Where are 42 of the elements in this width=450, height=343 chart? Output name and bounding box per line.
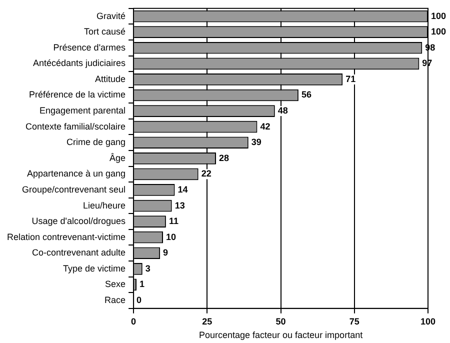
x-tick-label: 50: [276, 316, 286, 326]
data-label: 42: [260, 121, 270, 132]
data-label: 100: [431, 10, 446, 21]
y-tick-label: Contexte familial/scolaire: [26, 121, 126, 132]
x-tick-label: 25: [202, 316, 212, 326]
y-tick-label: Crime de gang: [66, 137, 126, 148]
data-label: 39: [251, 137, 262, 148]
y-tick-label: Appartenance à un gang: [26, 168, 126, 179]
data-label: 11: [168, 216, 178, 226]
y-tick-label: Race: [104, 294, 126, 305]
data-label: 100: [431, 26, 446, 37]
data-label: 9: [163, 248, 168, 258]
data-label: 10: [166, 232, 176, 242]
data-label: 3: [145, 263, 150, 274]
y-tick-label: Sexe: [105, 279, 126, 290]
y-tick-label: Groupe/contrevenant seul: [22, 184, 126, 194]
y-tick-label: Préférence de la victime: [29, 90, 126, 100]
data-label: 56: [301, 90, 312, 100]
y-tick-label: Lieu/heure: [83, 200, 126, 210]
y-tick-label: Antécédants judiciaires: [32, 58, 126, 68]
y-tick-label: Tort causé: [84, 26, 126, 37]
y-tick-label: Relation contrevenant-victime: [6, 232, 126, 242]
x-tick-label: 75: [349, 316, 360, 326]
y-tick-label: Type de victime: [63, 263, 126, 274]
y-tick-label: Attitude: [95, 74, 126, 84]
data-label: 48: [278, 106, 288, 116]
x-axis-title: Pourcentage facteur ou facteur important: [198, 330, 364, 340]
data-label: 1: [140, 279, 145, 290]
x-tick-label: 0: [131, 316, 136, 326]
data-label: 13: [174, 200, 185, 210]
x-tick-label: 100: [420, 316, 436, 326]
data-label: 14: [178, 184, 188, 194]
data-label: 28: [219, 152, 230, 163]
y-tick-label: Âge: [110, 152, 126, 163]
y-tick-label: Gravité: [96, 10, 126, 21]
y-tick-label: Usage d'alcool/drogues: [32, 216, 126, 226]
data-label: 71: [346, 74, 356, 84]
data-label: 0: [136, 294, 142, 305]
data-label: 22: [201, 168, 212, 179]
y-tick-label: Présence d'armes: [53, 42, 126, 52]
y-tick-label: Engagement parental: [39, 106, 126, 116]
y-tick-label: Co-contrevenant adulte: [32, 248, 126, 258]
